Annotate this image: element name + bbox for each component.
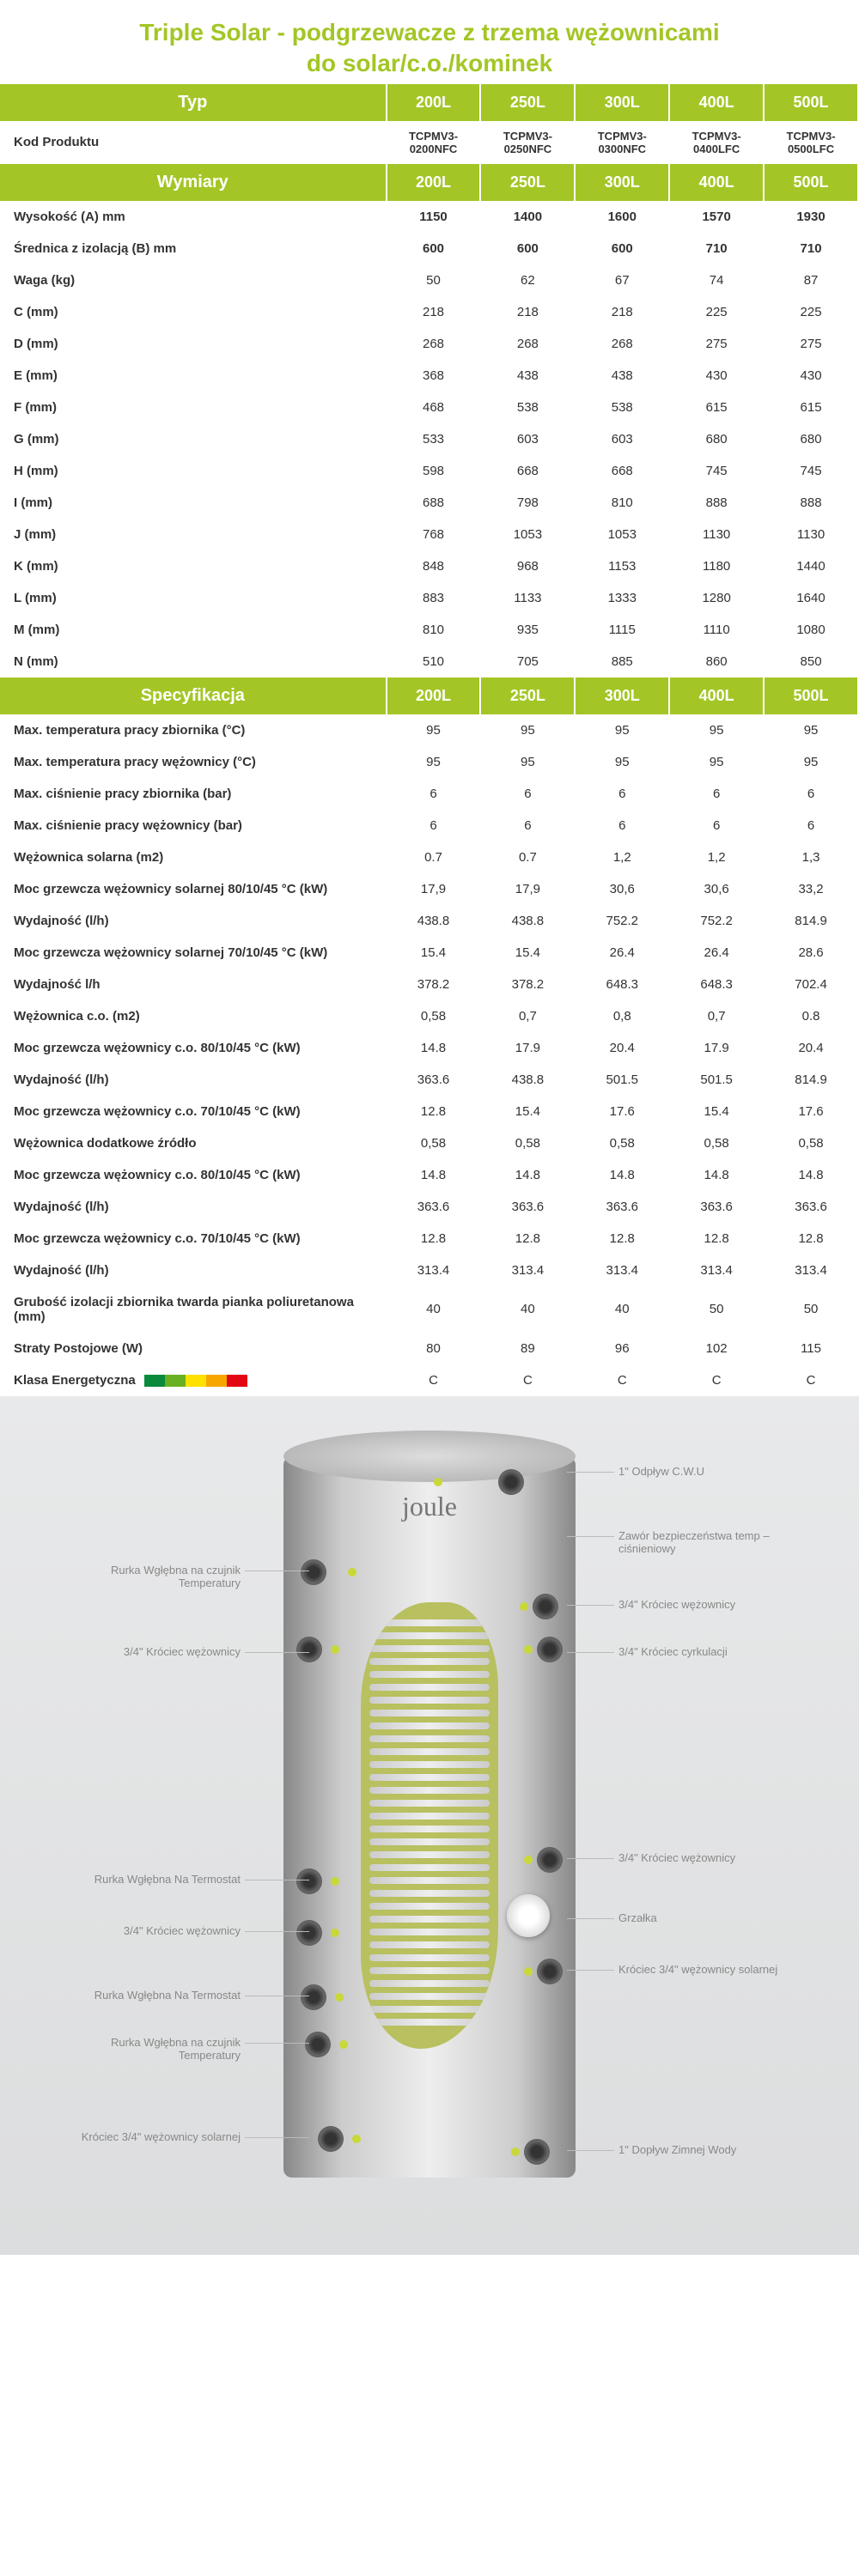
table-row: M (mm)810935111511101080: [0, 614, 858, 646]
table-row: H (mm)598668668745745: [0, 455, 858, 487]
diagram-label: 3/4" Króciec wężownicy: [618, 1851, 807, 1864]
table-row: Moc grzewcza wężownicy c.o. 70/10/45 °C …: [0, 1096, 858, 1127]
section-header-spec: Specyfikacja 200L 250L 300L 400L 500L: [0, 677, 858, 714]
section-header-typ: Typ 200L 250L 300L 400L 500L: [0, 84, 858, 121]
table-row: D (mm)268268268275275: [0, 328, 858, 360]
table-row: Wydajność l/h378.2378.2648.3648.3702.4: [0, 969, 858, 1000]
table-row: Średnica z izolacją (B) mm60060060071071…: [0, 233, 858, 264]
table-row: Max. ciśnienie pracy zbiornika (bar)6666…: [0, 778, 858, 810]
table-row: Wydajność (l/h)363.6438.8501.5501.5814.9: [0, 1064, 858, 1096]
cutaway-view: [361, 1602, 498, 2049]
page-title: Triple Solar - podgrzewacze z trzema węż…: [0, 0, 859, 84]
diagram-label: Króciec 3/4" wężownicy solarnej: [618, 1963, 807, 1976]
table-row: Wysokość (A) mm11501400160015701930: [0, 201, 858, 233]
diagram-label: 1" Odpływ C.W.U: [618, 1465, 807, 1478]
table-row: Wydajność (l/h)313.4313.4313.4313.4313.4: [0, 1255, 858, 1286]
table-row: K (mm)848968115311801440: [0, 550, 858, 582]
diagram-label: Króciec 3/4" wężownicy solarnej: [69, 2130, 241, 2143]
diagram-label: Rurka Wgłębna Na Termostat: [69, 1989, 241, 2002]
diagram-label: Grzałka: [618, 1911, 807, 1924]
table-row: Grubość izolacji zbiornika twarda pianka…: [0, 1286, 858, 1333]
diagram-label: 3/4" Króciec cyrkulacji: [618, 1645, 807, 1658]
table-row: Wydajność (l/h)363.6363.6363.6363.6363.6: [0, 1191, 858, 1223]
table-row: Straty Postojowe (W)808996102115: [0, 1333, 858, 1364]
brand-logo: joule: [402, 1491, 457, 1522]
table-row: Moc grzewcza wężownicy solarnej 80/10/45…: [0, 873, 858, 905]
diagram-label: 3/4" Króciec wężownicy: [69, 1645, 241, 1658]
table-row: Max. temperatura pracy wężownicy (°C)959…: [0, 746, 858, 778]
table-row: Max. temperatura pracy zbiornika (°C)959…: [0, 714, 858, 746]
table-row: E (mm)368438438430430: [0, 360, 858, 392]
cylinder-illustration: joule: [283, 1431, 576, 2203]
table-row: Wężownica solarna (m2)0.70.71,21,21,3: [0, 841, 858, 873]
table-row: L (mm)8831133133312801640: [0, 582, 858, 614]
diagram-label: Zawór bezpieczeństwa temp – ciśnieniowy: [618, 1529, 807, 1555]
table-row: Klasa EnergetycznaCCCCC: [0, 1364, 858, 1396]
table-row: F (mm)468538538615615: [0, 392, 858, 423]
energy-rating-bar: [144, 1375, 247, 1387]
section-header-wymiary: Wymiary 200L 250L 300L 400L 500L: [0, 164, 858, 201]
table-row: Moc grzewcza wężownicy c.o. 80/10/45 °C …: [0, 1032, 858, 1064]
diagram-label: 3/4" Króciec wężownicy: [69, 1924, 241, 1937]
diagram-label: 1" Dopływ Zimnej Wody: [618, 2143, 807, 2156]
table-row: C (mm)218218218225225: [0, 296, 858, 328]
table-row: Wydajność (l/h)438.8438.8752.2752.2814.9: [0, 905, 858, 937]
table-row: Waga (kg)5062677487: [0, 264, 858, 296]
table-row: I (mm)688798810888888: [0, 487, 858, 519]
diagram-label: 3/4" Króciec wężownicy: [618, 1598, 807, 1611]
table-row: Moc grzewcza wężownicy c.o. 80/10/45 °C …: [0, 1159, 858, 1191]
table-row: Wężownica dodatkowe źródło0,580,580,580,…: [0, 1127, 858, 1159]
table-row: G (mm)533603603680680: [0, 423, 858, 455]
product-diagram: joule Rurka Wgłębna na czujnik Temperatu…: [0, 1396, 859, 2255]
heater-knob: [507, 1894, 550, 1937]
product-code-row: Kod Produktu TCPMV3-0200NFC TCPMV3-0250N…: [0, 121, 858, 164]
table-row: Wężownica c.o. (m2)0,580,70,80,70.8: [0, 1000, 858, 1032]
table-row: J (mm)7681053105311301130: [0, 519, 858, 550]
table-row: Moc grzewcza wężownicy c.o. 70/10/45 °C …: [0, 1223, 858, 1255]
diagram-label: Rurka Wgłębna Na Termostat: [69, 1873, 241, 1886]
diagram-label: Rurka Wgłębna na czujnik Temperatury: [69, 1564, 241, 1589]
spec-table: Typ 200L 250L 300L 400L 500L Kod Produkt…: [0, 84, 859, 1396]
diagram-label: Rurka Wgłębna na czujnik Temperatury: [69, 2036, 241, 2062]
table-row: Max. ciśnienie pracy wężownicy (bar)6666…: [0, 810, 858, 841]
table-row: Moc grzewcza wężownicy solarnej 70/10/45…: [0, 937, 858, 969]
table-row: N (mm)510705885860850: [0, 646, 858, 677]
